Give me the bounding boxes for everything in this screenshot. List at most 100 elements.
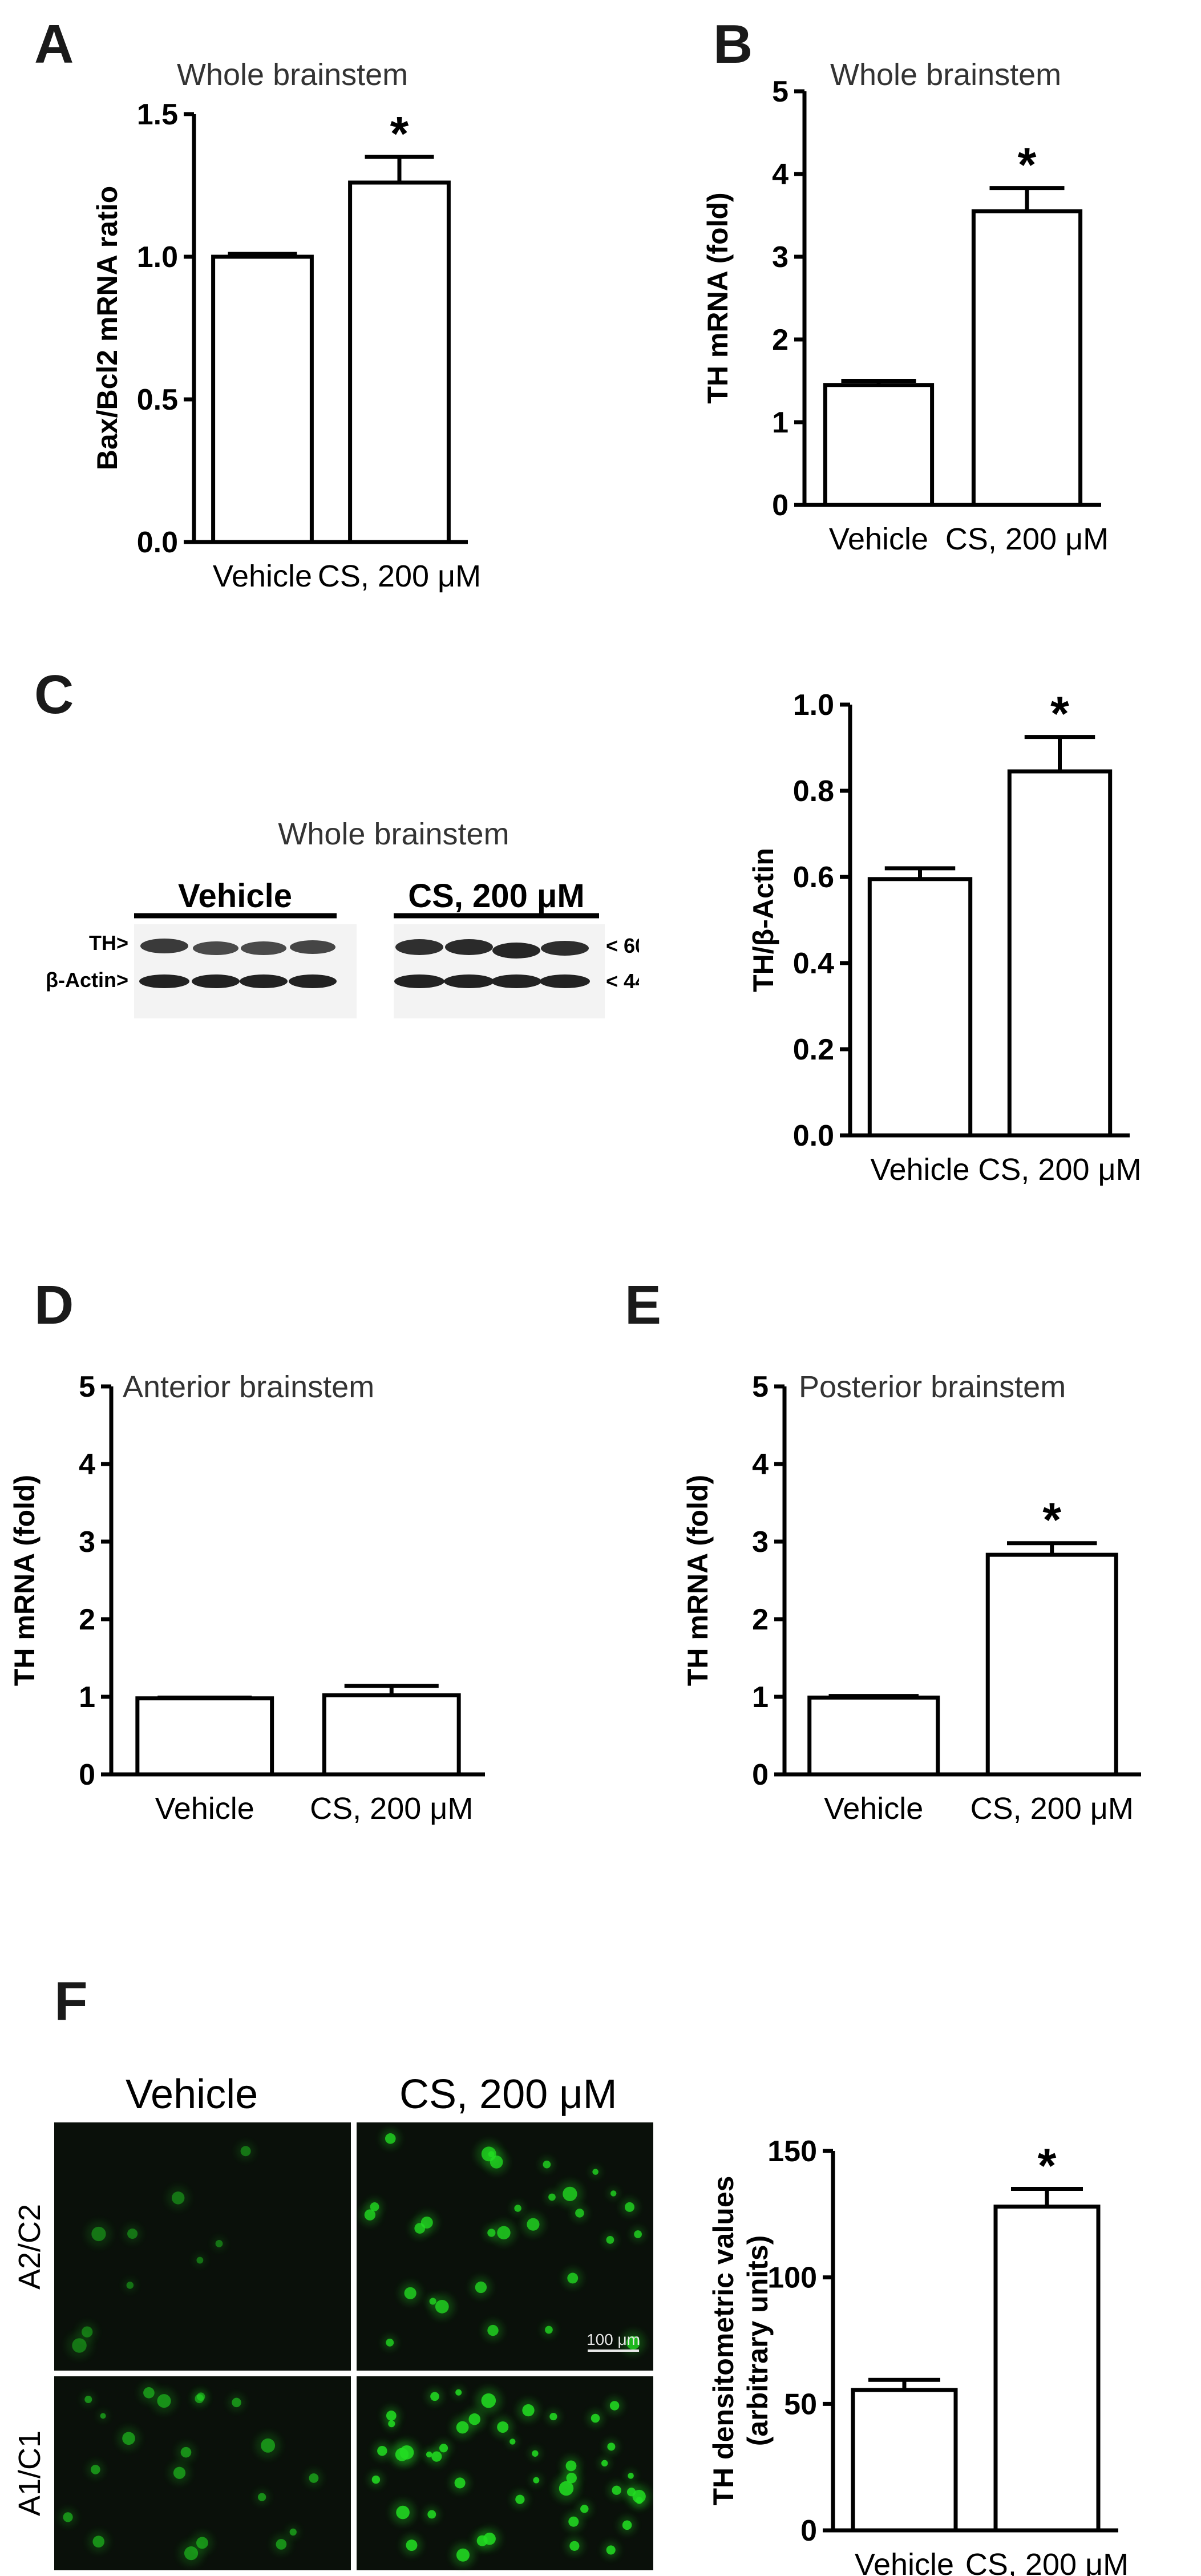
chart-c-y-tick-label: 0.6 (793, 861, 834, 894)
chart-f-bar-1 (993, 2205, 1101, 2533)
cell-body (606, 2236, 614, 2244)
blot-group-left: Vehicle (178, 877, 292, 915)
cell-glow (66, 2332, 93, 2359)
cell-body (388, 2420, 395, 2428)
chart-panel-a: 0.0 0.5 1.0 1.5 Vehicle * CS, 200 μM Bax/Bcl2 m… (91, 98, 481, 593)
cell-body (406, 2539, 418, 2551)
blot-membrane-left (134, 924, 357, 1018)
chart-f-y-tick-label: 150 (767, 2135, 817, 2168)
chart-d-y-tick-label: 0 (79, 1758, 95, 1792)
chart-e-y-tick-label: 4 (752, 1448, 769, 1481)
cell-glow (123, 2224, 142, 2243)
cell-body (606, 2545, 616, 2555)
panel-a-subtitle: Whole brainstem (177, 58, 409, 92)
cell-glow (212, 2237, 226, 2251)
cell-body (420, 2216, 433, 2229)
panel-letter-e: E (625, 1275, 662, 1336)
cell-body (171, 2191, 185, 2205)
cell-body (215, 2240, 223, 2247)
chart-d-category-label: Vehicle (155, 1792, 254, 1826)
cell-body (601, 2460, 608, 2467)
cell-body (609, 2401, 620, 2411)
chart-f-y-tick-label: 0 (800, 2514, 817, 2547)
cell-body (545, 2326, 553, 2334)
chart-b-bar-0 (823, 383, 935, 507)
cell-body (636, 2497, 643, 2504)
cell-body (399, 2445, 414, 2460)
chart-b-y-tick-label: 3 (772, 241, 788, 274)
chart-a-y-tick-label: 1.5 (137, 98, 178, 131)
cell-body (569, 2541, 580, 2551)
blot-title: Whole brainstem (278, 817, 509, 851)
cell-glow (86, 2221, 112, 2247)
chart-e-y-tick-label: 5 (752, 1370, 769, 1404)
chart-a-y-axis-label: Bax/Bcl2 mRNA ratio (91, 186, 123, 470)
cell-body (497, 2421, 509, 2433)
cell-body (404, 2287, 416, 2299)
cell-body (475, 2281, 487, 2294)
cell-body (309, 2473, 319, 2483)
chart-b-category-label: Vehicle (829, 522, 928, 556)
micrograph-vehicle-a2c2 (54, 2122, 351, 2371)
cell-body (624, 2202, 634, 2212)
chart-b-y-tick-label: 2 (772, 323, 788, 357)
chart-d-y-axis-label: TH mRNA (fold) (9, 1475, 41, 1686)
panel-letter-f: F (54, 1971, 88, 2032)
chart-b-significance-marker: * (1018, 138, 1037, 192)
cell-body (626, 2336, 640, 2349)
cell-body (430, 2392, 439, 2401)
chart-f-y-axis-label: TH densitometric values (707, 2176, 739, 2506)
cell-body (532, 2450, 539, 2457)
cell-body (481, 2393, 496, 2408)
blot-row-top-label: TH> (89, 931, 128, 955)
cell-body (548, 2193, 556, 2201)
chart-c-y-tick-label: 0.2 (793, 1033, 834, 1066)
chart-d-y-tick-label: 1 (79, 1681, 95, 1714)
chart-f-y-tick-label: 50 (784, 2388, 817, 2421)
chart-e-y-tick-label: 1 (752, 1681, 769, 1714)
cell-body (487, 2229, 496, 2237)
chart-b-category-label: CS, 200 μM (945, 522, 1109, 556)
cell-body (612, 2485, 621, 2495)
chart-e-category-label: Vehicle (824, 1792, 923, 1826)
cell-body (580, 2505, 589, 2513)
cell-body (180, 2446, 192, 2458)
cell-body (515, 2494, 525, 2504)
cell-body (91, 2465, 100, 2474)
chart-d-y-tick-label: 5 (79, 1370, 95, 1404)
cell-body (543, 2160, 551, 2169)
blot-membrane-right (394, 924, 605, 1018)
cell-body (261, 2438, 276, 2453)
cell-body (371, 2475, 381, 2484)
cell-body (522, 2404, 535, 2417)
cell-body (143, 2387, 155, 2399)
cell-body (527, 2218, 540, 2231)
chart-b-y-tick-label: 0 (772, 489, 788, 522)
chart-b-y-tick-label: 4 (772, 158, 788, 191)
chart-d-y-tick-label: 4 (79, 1448, 95, 1481)
cell-body (157, 2394, 171, 2408)
chart-e-y-tick-label: 3 (752, 1526, 769, 1559)
panel-e-subtitle: Posterior brainstem (799, 1370, 1066, 1404)
chart-e-y-tick-label: 0 (752, 1758, 769, 1792)
chart-e-y-tick-label: 2 (752, 1603, 769, 1636)
panel-b-subtitle: Whole brainstem (830, 58, 1062, 92)
cell-body (184, 2546, 199, 2561)
cell-body (634, 2230, 642, 2238)
chart-c-y-tick-label: 0.4 (793, 947, 834, 980)
chart-b-y-tick-label: 5 (772, 75, 788, 108)
chart-d-bar-1 (322, 1693, 461, 1777)
cell-body (456, 2421, 469, 2434)
cell-body (568, 2516, 579, 2527)
chart-panel-d: 0 1 2 3 4 5 Vehicle CS, 200 μM TH mRNA (fold) (9, 1370, 485, 1826)
cell-body (386, 2338, 394, 2347)
cell-body (385, 2133, 396, 2144)
cell-body (575, 2209, 584, 2218)
cell-body (240, 2146, 251, 2157)
chart-e-significance-marker: * (1042, 1493, 1061, 1547)
cell-body (377, 2445, 387, 2456)
chart-c-y-tick-label: 1.0 (793, 689, 834, 722)
cell-glow (123, 2279, 137, 2292)
cell-body (196, 2256, 204, 2264)
blot-size-top: < 60 KDa (606, 934, 639, 957)
